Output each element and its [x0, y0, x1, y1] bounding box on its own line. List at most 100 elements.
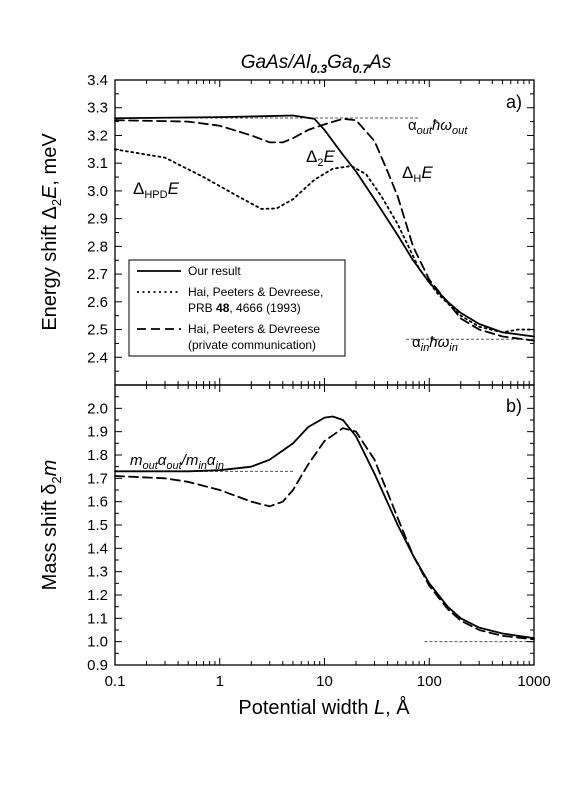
annot-part: Δ: [133, 179, 144, 198]
y-tick-label: 3.2: [87, 128, 108, 145]
x-tick-label: 0.1: [105, 673, 126, 690]
panel-a-y-tick-labels: 2.4 2.5 2.6 2.7 2.8 2.9 3.0 3.1 3.2 3.3 …: [87, 72, 108, 366]
series-line-solid: [114, 415, 535, 640]
annot-part: out: [166, 460, 182, 472]
panel-b-ticks: [114, 384, 534, 666]
y-label-part: 2: [49, 199, 64, 206]
annot-part: Δ: [402, 163, 413, 182]
y-tick-label: 1.5: [87, 517, 108, 534]
panel-b-label: b): [506, 396, 522, 416]
annot-part: 2: [317, 157, 323, 169]
y-label-part: 2: [49, 476, 64, 483]
annotation-delta-hpd-e: ΔHPDE: [133, 179, 180, 201]
y-tick-label: 2.5: [87, 322, 108, 339]
legend-entry-solid: Our result: [188, 264, 241, 278]
series-line-dashed: [114, 427, 535, 641]
y-tick-label: 2.9: [87, 211, 108, 228]
annotation-alpha-in: αinħωin: [412, 334, 458, 354]
annot-part: Δ: [306, 147, 317, 166]
annot-part: α: [408, 117, 417, 134]
y-tick-label: 1.9: [87, 424, 108, 441]
x-tick-label: 1000: [517, 673, 550, 690]
y-label-part: , meV: [39, 133, 61, 186]
legend-part: 48: [216, 301, 230, 315]
legend-entry-dashed-line1: Hai, Peeters & Devreese: [188, 322, 320, 336]
annotation-delta-h-e: ΔHE: [402, 163, 433, 185]
y-tick-label: 2.4: [87, 349, 108, 366]
y-tick-label: 3.0: [87, 183, 108, 200]
annotation-alpha-out: αoutħωout: [408, 117, 468, 137]
annot-part: E: [168, 179, 180, 198]
chart-title: GaAs/Al0.3Ga0.7As: [241, 52, 392, 76]
annot-part: in: [198, 460, 207, 472]
y-tick-label: 1.1: [87, 610, 108, 627]
annotation-mass-ratio: moutαout/minαin: [130, 452, 224, 472]
legend-entry-dashed-line2: (private communication): [188, 338, 316, 352]
panel-a-ticks: [114, 79, 534, 386]
y-tick-label: 1.0: [87, 634, 108, 651]
title-part-5: As: [368, 52, 392, 73]
annot-part: in: [449, 342, 458, 354]
series-line-dashed: [114, 117, 535, 342]
x-tick-label: 10: [316, 673, 333, 690]
annot-part: ħω: [432, 117, 452, 134]
annot-part: out: [417, 125, 433, 137]
y-tick-label: 3.1: [87, 155, 108, 172]
y-tick-label: 1.2: [87, 587, 108, 604]
y-tick-label: 1.4: [87, 540, 108, 557]
legend-entry-dotted-line1: Hai, Peeters & Devreese,: [188, 285, 323, 299]
legend-entry-dotted-line2: PRB 48, 4666 (1993): [188, 301, 301, 315]
series-line-solid: [114, 114, 535, 338]
y-tick-label: 2.8: [87, 238, 108, 255]
x-tick-label: 100: [417, 673, 442, 690]
annot-part: ħω: [429, 334, 449, 351]
y-tick-label: 1.3: [87, 564, 108, 581]
title-part-2: 0.3: [310, 62, 327, 76]
series-line-dotted: [114, 148, 535, 334]
x-tick-label: 1: [216, 673, 224, 690]
title-part-3: Ga: [327, 52, 352, 73]
y-label-part: Δ: [39, 206, 61, 219]
y-label-part: m: [39, 460, 61, 477]
annot-part: E: [421, 163, 433, 182]
legend-box: [128, 259, 346, 357]
y-label-part: δ: [39, 484, 61, 495]
panel-a-label: a): [506, 92, 522, 112]
annot-part: H: [413, 173, 421, 185]
legend-part: PRB: [188, 301, 216, 315]
legend-part: , 4666 (1993): [229, 301, 300, 315]
annot-part: E: [323, 147, 335, 166]
y-tick-label: 3.3: [87, 100, 108, 117]
y-tick-label: 1.6: [87, 494, 108, 511]
title-part-1: GaAs/Al: [241, 52, 311, 73]
annot-part: out: [452, 125, 468, 137]
panel-b-series: [114, 415, 535, 641]
annot-part: /m: [181, 452, 199, 469]
x-label-part: L: [374, 697, 385, 719]
annot-part: in: [215, 460, 224, 472]
x-axis-label: Potential width L, Å: [238, 696, 410, 719]
annot-part: m: [130, 452, 143, 469]
title-part-4: 0.7: [352, 62, 370, 76]
y-tick-label: 0.9: [87, 657, 108, 674]
panel-b-y-tick-labels: 0.9 1.0 1.1 1.2 1.3 1.4 1.5 1.6 1.7 1.8 …: [87, 400, 108, 674]
y-label-part: Energy shift: [39, 220, 61, 331]
legend: Our result Hai, Peeters & Devreese, PRB …: [128, 259, 346, 357]
y-tick-label: 2.6: [87, 294, 108, 311]
y-label-part: Mass shift: [39, 495, 61, 591]
y-tick-label: 1.8: [87, 447, 108, 464]
annot-part: α: [158, 452, 167, 469]
annotation-delta-2-e: Δ2E: [306, 147, 335, 169]
x-tick-labels: 0.1 1 10 100 1000: [105, 673, 551, 690]
x-label-part: Potential width: [238, 697, 374, 719]
y-tick-label: 2.7: [87, 266, 108, 283]
annot-part: α: [207, 452, 216, 469]
panel-a-y-axis-label: Energy shift Δ2E, meV: [39, 133, 64, 331]
panel-b-y-axis-label: Mass shift δ2m: [39, 460, 64, 591]
annot-part: out: [143, 460, 159, 472]
annot-part: in: [421, 342, 430, 354]
x-label-part: , Å: [385, 696, 410, 719]
annot-part: α: [412, 334, 421, 351]
y-tick-label: 1.7: [87, 470, 108, 487]
